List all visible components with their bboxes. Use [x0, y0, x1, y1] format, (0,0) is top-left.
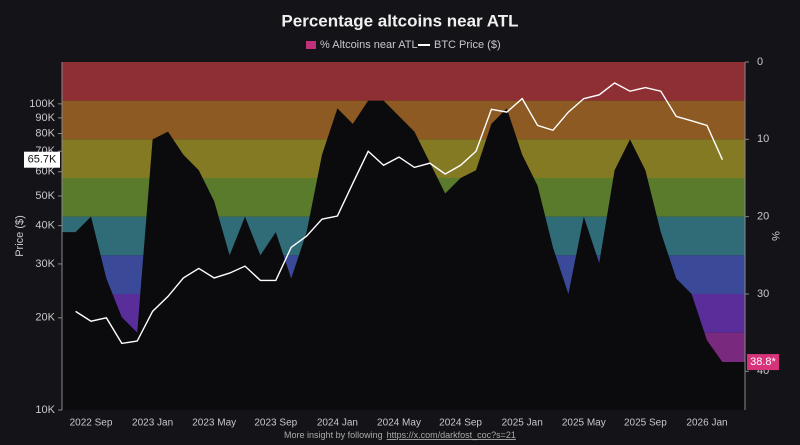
y-tick-label: 10K — [35, 404, 55, 416]
background-band — [62, 62, 745, 101]
y2-tick-label: 10 — [757, 133, 769, 145]
y-tick-label: 30K — [35, 258, 55, 270]
y-tick-label: 100K — [29, 98, 55, 110]
legend-swatch — [306, 41, 316, 49]
price-badge-label: 65.7K — [28, 154, 57, 166]
x-tick-label: 2022 Sep — [70, 418, 113, 429]
price-badge — [24, 151, 60, 168]
y-tick-label: 20K — [35, 312, 55, 324]
x-tick-label: 2024 Sep — [439, 418, 482, 429]
legend-label: % Altcoins near ATL — [320, 39, 418, 51]
x-tick-label: 2026 Jan — [686, 418, 727, 429]
percent-badge — [747, 354, 779, 371]
x-tick-label: 2023 Sep — [254, 418, 297, 429]
y-tick-label: 40K — [35, 220, 55, 232]
x-tick-label: 2023 May — [192, 418, 236, 429]
y2-axis-label: % — [769, 231, 781, 241]
y-tick-label: 90K — [35, 112, 55, 124]
x-tick-label: 2023 Jan — [132, 418, 173, 429]
x-tick-label: 2024 May — [377, 418, 421, 429]
y2-tick-label: 0 — [757, 56, 763, 68]
x-tick-label: 2025 May — [562, 418, 606, 429]
y-tick-label: 80K — [35, 127, 55, 139]
x-tick-label: 2025 Sep — [624, 418, 667, 429]
x-tick-label: 2025 Jan — [502, 418, 543, 429]
x-tick-label: 2024 Jan — [317, 418, 358, 429]
y-axis-label: Price ($) — [14, 215, 26, 257]
altcoin-area — [62, 100, 745, 411]
percent-badge-label: 38.8* — [750, 356, 776, 368]
y-tick-label: 60K — [35, 166, 55, 178]
legend[interactable]: % Altcoins near ATL BTC Price ($) — [306, 39, 501, 51]
chart-title: Percentage altcoins near ATL — [281, 11, 518, 30]
footer-text: More insight by following — [284, 430, 383, 440]
footer-link[interactable]: https://x.com/darkfost_coc?s=21 — [387, 430, 516, 440]
y2-tick-label: 20 — [757, 211, 769, 223]
footer: More insight by following https://x.com/d… — [284, 430, 516, 440]
legend-label: BTC Price ($) — [434, 39, 501, 51]
y2-tick-label: 30 — [757, 288, 769, 300]
y-tick-label: 50K — [35, 190, 55, 202]
btc-line — [75, 82, 724, 345]
